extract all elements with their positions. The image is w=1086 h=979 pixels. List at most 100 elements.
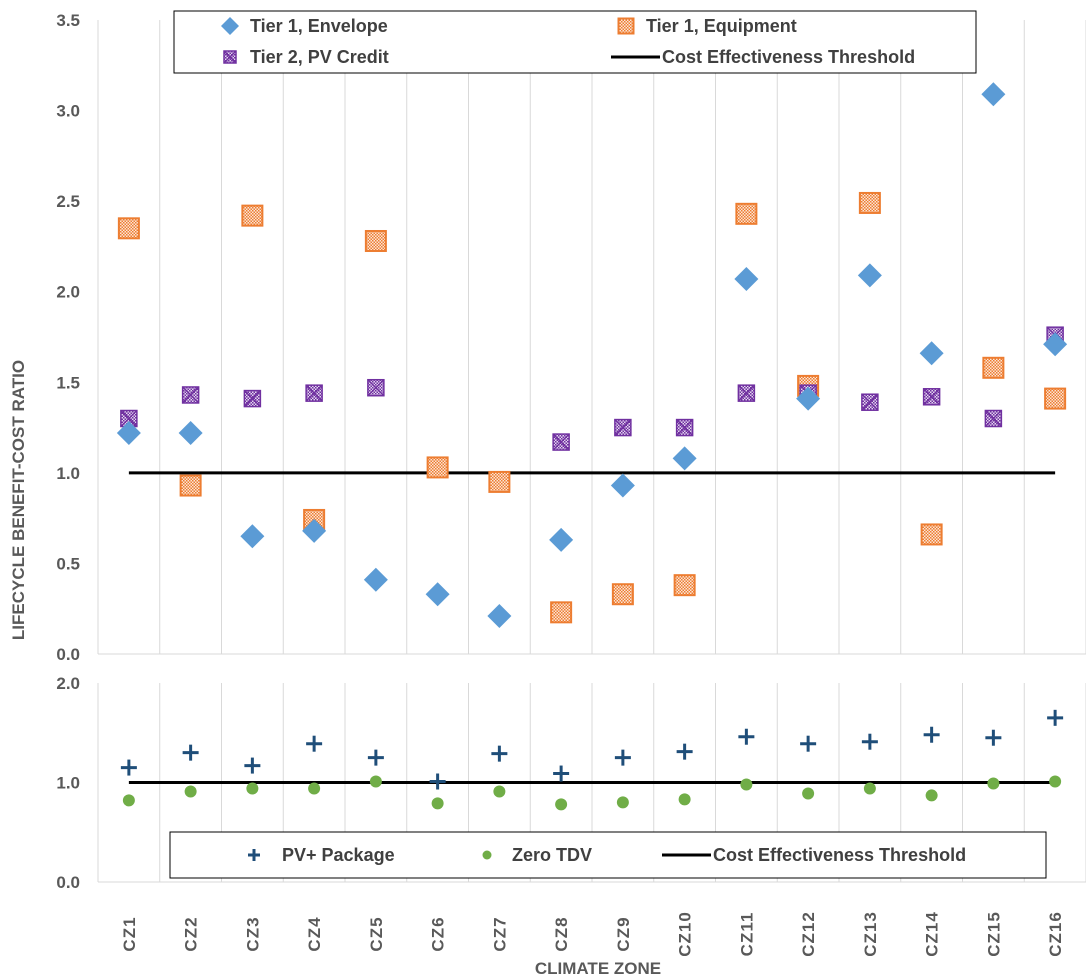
- zero-tdv-point: [802, 787, 815, 800]
- tier-1-equipment-point: [426, 456, 449, 479]
- x-tick-label: CZ1: [120, 916, 139, 951]
- legend-entry-tier1-envelope: Tier 1, Envelope: [221, 16, 388, 36]
- zero-tdv-point: [308, 782, 321, 795]
- x-stroke: [614, 419, 632, 437]
- x-tick-label: CZ5: [367, 916, 386, 951]
- pv-package-point: [1047, 709, 1064, 726]
- top-y-tick-label: 3.5: [56, 11, 80, 30]
- zero-tdv-point: [431, 797, 444, 810]
- pv-package-point: [182, 744, 199, 761]
- tier-1-equipment-point: [1044, 387, 1067, 410]
- tier-1-envelope-point: [610, 473, 635, 498]
- x-stroke: [182, 386, 200, 404]
- zero-tdv-legend-marker: [482, 850, 492, 860]
- pv-package-point: [120, 759, 137, 776]
- tier-1-equipment-point: [488, 470, 511, 493]
- tier-1-equipment-point: [241, 204, 264, 227]
- tier-1-equipment-point: [982, 356, 1005, 379]
- legend-entry-top-threshold: Cost Effectiveness Threshold: [611, 47, 915, 67]
- legend-label: Tier 2, PV Credit: [250, 47, 389, 67]
- top-panel-grid: [97, 20, 1086, 655]
- tier-1-envelope-point: [302, 518, 327, 543]
- x-tick-label: CZ14: [923, 911, 942, 957]
- x-tick-label: CZ15: [984, 911, 1003, 957]
- tier-1-envelope-point: [734, 267, 759, 292]
- x-stroke: [223, 50, 237, 64]
- legend-entry-zero-tdv: Zero TDV: [482, 845, 592, 865]
- tier-2-pv-credit-point: [614, 418, 632, 437]
- tier-2-pv-credit-point: [922, 388, 941, 406]
- legends: Tier 1, Envelope Tier 1, Equipment Tier 2,…: [169, 10, 1047, 879]
- data-marks: [116, 82, 1068, 811]
- tier-1-envelope-point: [672, 446, 697, 471]
- pv-package-point: [491, 745, 508, 762]
- tier-1-equipment-point: [735, 202, 758, 225]
- legend-entry-tier1-equipment: Tier 1, Equipment: [617, 16, 797, 36]
- legend-label: PV+ Package: [282, 845, 395, 865]
- tier-2-pv-credit-point: [737, 384, 756, 402]
- bottom-y-tick-label: 2.0: [56, 674, 80, 693]
- tier-1-envelope-point: [796, 386, 821, 411]
- tier-2-pv-credit-point: [984, 409, 1003, 428]
- pv-package-legend-marker: [248, 849, 260, 861]
- top-y-tick-label: 1.5: [56, 373, 80, 392]
- legend-label: Cost Effectiveness Threshold: [662, 47, 915, 67]
- x-tick-label: CZ10: [676, 911, 695, 957]
- tier-2-pv-credit-point: [305, 384, 323, 402]
- tier-1-envelope-legend-marker: [221, 17, 239, 35]
- x-tick-label: CZ11: [737, 912, 756, 957]
- tier-1-envelope-point: [178, 421, 203, 446]
- top-y-tick-label: 0.0: [56, 645, 80, 664]
- zero-tdv-point: [246, 782, 259, 795]
- pv-package-point: [738, 728, 755, 745]
- axis-ticks: 0.0 0.5 1.0 1.5 2.0 2.5 3.0 3.5 0.0 1.0 2.0 CZ1 CZ2 C…: [56, 11, 1065, 957]
- tier-1-equipment-point: [611, 583, 634, 606]
- zero-tdv-point: [122, 794, 135, 807]
- zero-tdv-point: [1049, 775, 1062, 788]
- x-tick-label: CZ7: [490, 916, 509, 951]
- zero-tdv-point: [369, 775, 382, 788]
- tier-2-pv-credit-point: [181, 386, 200, 404]
- threshold-lines: [128, 471, 1056, 784]
- zero-tdv-point: [493, 785, 506, 798]
- tier-2-pv-credit-point: [367, 378, 385, 397]
- y-axis-title: LIFECYCLE BENEFIT-COST RATIO: [9, 360, 28, 640]
- tier-1-envelope-point: [487, 603, 512, 628]
- tier-2-pv-credit-point: [675, 418, 694, 437]
- bottom-y-tick-label: 1.0: [56, 774, 80, 793]
- tier-2-pv-credit-legend-marker: [223, 50, 237, 64]
- x-tick-label: CZ16: [1046, 911, 1065, 957]
- legend-label: Cost Effectiveness Threshold: [713, 845, 966, 865]
- x-stroke: [552, 433, 570, 451]
- pv-package-point: [306, 735, 323, 752]
- zero-tdv-point: [925, 789, 938, 802]
- tier-2-pv-credit-point: [120, 409, 138, 428]
- tier-1-equipment-point: [550, 601, 573, 624]
- legend-label: Tier 1, Equipment: [646, 16, 797, 36]
- x-stroke: [367, 379, 385, 397]
- x-stroke: [305, 384, 323, 402]
- top-y-tick-label: 3.0: [56, 102, 80, 121]
- x-stroke: [923, 388, 941, 406]
- top-y-tick-label: 2.0: [56, 283, 80, 302]
- tier-1-envelope-point: [857, 263, 882, 288]
- pv-package-point: [923, 726, 940, 743]
- legend-label: Tier 1, Envelope: [250, 16, 388, 36]
- x-tick-label: CZ8: [552, 916, 571, 951]
- tier-1-envelope-point: [425, 582, 450, 607]
- zero-tdv-point: [616, 796, 629, 809]
- x-tick-label: CZ3: [243, 916, 262, 951]
- pv-package-point: [367, 749, 384, 766]
- tier-2-pv-credit-point: [243, 389, 262, 408]
- zero-tdv-point: [555, 798, 568, 811]
- top-y-tick-label: 2.5: [56, 192, 80, 211]
- tier-1-envelope-point: [240, 524, 265, 549]
- x-tick-label: CZ2: [182, 916, 201, 951]
- top-y-tick-label: 0.5: [56, 554, 80, 573]
- x-stroke: [243, 390, 261, 408]
- x-tick-label: CZ4: [305, 916, 324, 951]
- x-tick-label: CZ13: [861, 911, 880, 957]
- tier-1-equipment-point: [858, 191, 881, 214]
- tier-1-equipment-legend-marker: [617, 17, 635, 35]
